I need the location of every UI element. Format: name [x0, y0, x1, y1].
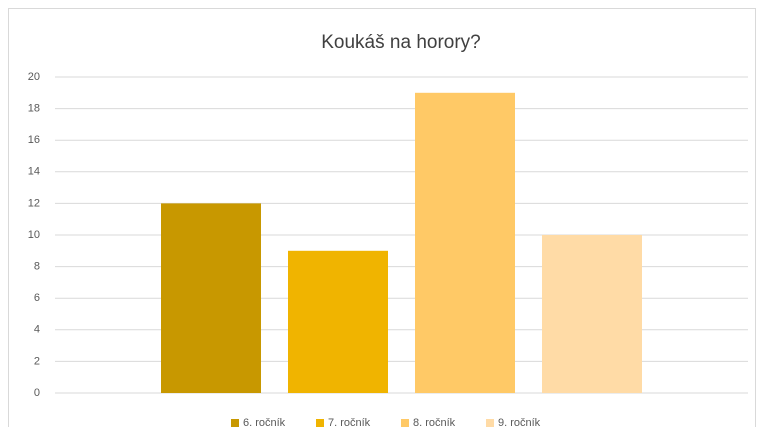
- legend-swatch: [231, 419, 239, 427]
- legend-label: 9. ročník: [498, 417, 541, 427]
- legend-label: 8. ročník: [413, 417, 456, 427]
- chart-title: Koukáš na horory?: [321, 32, 481, 53]
- y-tick-label: 20: [28, 71, 40, 83]
- legend-label: 6. ročník: [243, 417, 286, 427]
- y-tick-label: 8: [34, 261, 40, 273]
- y-tick-label: 12: [28, 197, 40, 209]
- legend-label: 7. ročník: [328, 417, 371, 427]
- legend-swatch: [316, 419, 324, 427]
- y-tick-label: 10: [28, 229, 40, 241]
- y-tick-label: 18: [28, 103, 40, 115]
- y-tick-label: 2: [34, 355, 40, 367]
- legend-swatch: [401, 419, 409, 427]
- bar: [161, 203, 261, 393]
- bar: [415, 92, 515, 394]
- legend-swatch: [486, 419, 494, 427]
- y-tick-label: 4: [34, 324, 40, 336]
- bar: [288, 250, 388, 393]
- y-tick-label: 0: [34, 387, 40, 399]
- y-tick-label: 16: [28, 134, 40, 146]
- bar: [542, 235, 642, 393]
- y-tick-label: 6: [34, 292, 40, 304]
- y-tick-label: 14: [28, 166, 40, 178]
